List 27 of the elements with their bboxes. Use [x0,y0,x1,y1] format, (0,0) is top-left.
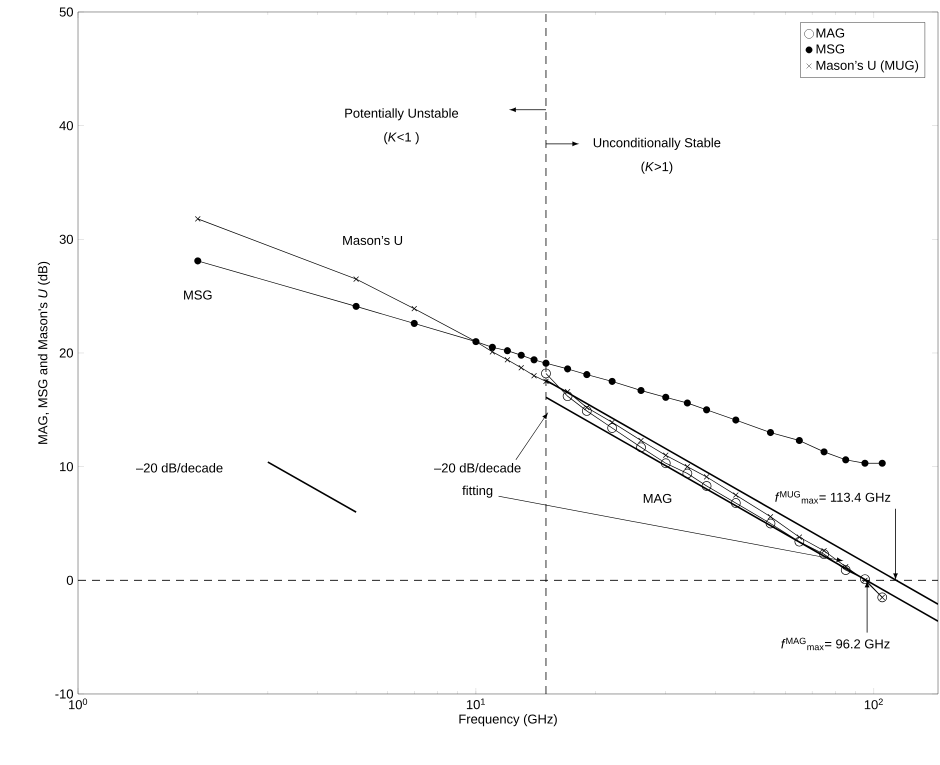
legend-label: MSG [816,44,844,54]
annotation: MAG [644,494,672,504]
y-tick-label: 40 [59,121,73,130]
annotation: fitting [462,486,492,498]
annotation: f$^{MUG}$$_{max}$= 113.4 GHz [775,491,890,504]
y-tick-label: 50 [60,7,73,17]
annotation: f$^{MAG}$$_{max}$= 96.2 GHz [781,638,890,650]
x-tick-label: 10$^{1}$ [466,698,485,710]
annotation: MSG [184,290,212,300]
annotation: (K>1) [641,162,672,174]
x-tick-label: 10$^{2}$ [864,698,883,710]
annotation: –20 dB/decade [434,463,521,473]
x-tick-label: 10$^{0}$ [69,698,88,710]
y-tick-label: 20 [60,348,73,358]
annotation: Potentially Unstable [345,108,458,120]
annotation: (K<1 ) [384,132,419,144]
y-axis-title: MAG, MSG and Mason's U (dB) [38,262,50,444]
annotation: Mason’s U [343,236,402,245]
annotation: Unconditionally Stable [594,138,720,150]
y-tick-label: 10 [60,462,73,472]
annotation: –20 dB/decade [136,463,223,473]
x-axis-title: Frequency (GHz) [459,714,557,726]
legend-label: Mason’s U (MUG) [816,60,918,72]
legend-label: MAG [816,28,844,38]
y-tick-label: 0 [66,576,73,585]
y-tick-label: 30 [60,234,73,244]
y-tick-label: -10 [55,689,73,699]
